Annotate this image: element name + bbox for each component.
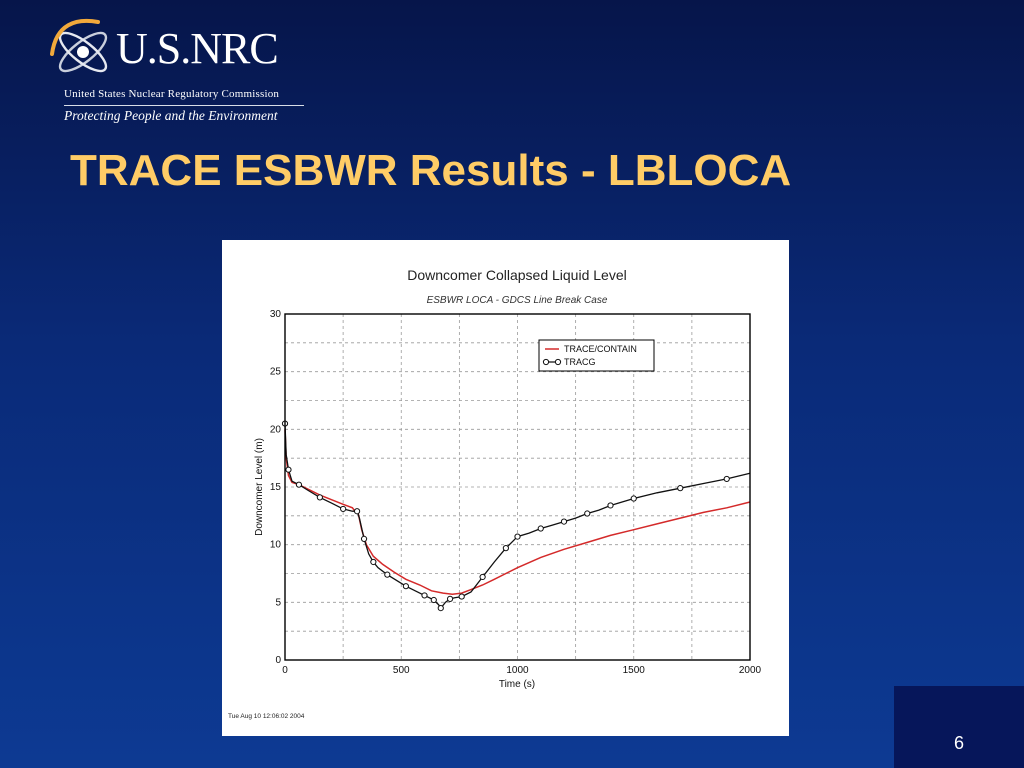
x-tick-label: 1000 — [506, 665, 529, 676]
data-point-tracg — [458, 593, 465, 600]
data-point-tracg — [437, 605, 444, 612]
data-point-tracg — [384, 571, 391, 578]
data-point-tracg — [446, 595, 454, 602]
data-point-tracg — [430, 596, 437, 604]
atom-emblem-icon — [50, 18, 108, 73]
data-point-tracg — [677, 485, 684, 492]
data-point-tracg — [630, 495, 637, 502]
data-point-tracg — [502, 545, 509, 552]
y-tick-label: 0 — [275, 655, 281, 666]
data-point-tracg — [421, 592, 428, 599]
y-axis-label: Downcomer Level (m) — [254, 438, 265, 536]
data-point-tracg — [479, 573, 486, 581]
legend-label-trace: TRACE/CONTAIN — [564, 344, 637, 354]
x-tick-label: 500 — [393, 665, 410, 676]
y-tick-label: 10 — [270, 540, 282, 551]
level-chart: Downcomer Collapsed Liquid Level ESBWR L… — [228, 267, 762, 720]
slide-title: TRACE ESBWR Results - LBLOCA — [70, 146, 792, 195]
page-number: 6 — [954, 733, 965, 753]
plot-frame — [284, 313, 751, 661]
data-point-tracg — [584, 510, 591, 517]
data-point-tracg — [295, 481, 303, 488]
data-point-tracg — [353, 508, 361, 515]
data-point-tracg — [723, 475, 730, 483]
y-tick-label: 25 — [270, 367, 282, 378]
data-point-tracg — [360, 535, 368, 542]
chart-panel: Downcomer Collapsed Liquid Level ESBWR L… — [222, 240, 789, 736]
legend-marker-tracg-b — [554, 358, 562, 366]
chart-series-layer — [281, 420, 751, 612]
data-point-tracg — [607, 502, 614, 509]
data-point-tracg — [514, 533, 521, 540]
chart-title: Downcomer Collapsed Liquid Level — [407, 267, 626, 283]
data-point-tracg — [316, 494, 323, 501]
x-tick-label: 1500 — [623, 665, 646, 676]
data-point-tracg — [537, 525, 544, 532]
data-point-tracg — [560, 518, 568, 525]
logo-wordmark: U.S.NRC — [116, 24, 279, 73]
logo-divider — [64, 105, 304, 106]
legend-marker-tracg-a — [542, 358, 550, 366]
y-tick-label: 20 — [270, 424, 282, 435]
logo-tagline: Protecting People and the Environment — [64, 108, 278, 123]
legend-label-tracg: TRACG — [564, 357, 596, 367]
chart-grid — [285, 314, 750, 660]
data-point-tracg — [402, 583, 409, 590]
chart-legend: TRACE/CONTAIN TRACG — [538, 339, 655, 372]
data-point-tracg — [340, 505, 347, 513]
x-tick-label: 0 — [282, 665, 288, 676]
nrc-logo: U.S.NRC United States Nuclear Regulatory… — [46, 14, 316, 124]
legend-box — [538, 339, 655, 372]
logo-agency-name: United States Nuclear Regulatory Commiss… — [64, 88, 280, 100]
y-tick-label: 30 — [270, 309, 282, 320]
y-tick-label: 5 — [275, 597, 281, 608]
chart-timestamp: Tue Aug 10 12:06:02 2004 — [228, 713, 305, 720]
y-tick-label: 15 — [270, 482, 282, 493]
x-tick-label: 2000 — [739, 665, 762, 676]
chart-subtitle: ESBWR LOCA - GDCS Line Break Case — [427, 295, 608, 306]
x-axis-label: Time (s) — [499, 679, 535, 690]
data-point-tracg — [370, 558, 377, 566]
page-number-box — [894, 686, 1024, 768]
data-point-tracg — [285, 466, 292, 473]
chart-ticks: 0 500 1000 1500 2000 0 5 10 15 20 25 30 — [270, 309, 762, 676]
